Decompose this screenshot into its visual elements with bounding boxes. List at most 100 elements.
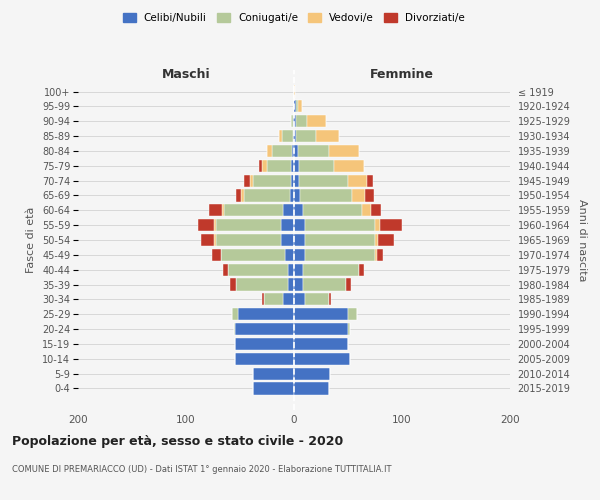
Bar bbox=[201, 234, 214, 246]
Bar bbox=[348, 174, 367, 186]
Bar bbox=[296, 130, 316, 142]
Bar bbox=[377, 249, 383, 261]
Bar bbox=[264, 294, 283, 306]
Bar bbox=[267, 145, 272, 157]
Bar bbox=[228, 264, 287, 276]
Bar bbox=[294, 264, 302, 276]
Bar bbox=[298, 145, 329, 157]
Bar bbox=[272, 145, 292, 157]
Bar bbox=[294, 160, 299, 172]
Bar bbox=[294, 368, 329, 380]
Y-axis label: Fasce di età: Fasce di età bbox=[26, 207, 37, 273]
Bar bbox=[232, 308, 238, 320]
Text: COMUNE DI PREMARIACCO (UD) - Dati ISTAT 1° gennaio 2020 - Elaborazione TUTTITALI: COMUNE DI PREMARIACCO (UD) - Dati ISTAT … bbox=[12, 465, 392, 474]
Bar bbox=[267, 160, 291, 172]
Text: Popolazione per età, sesso e stato civile - 2020: Popolazione per età, sesso e stato civil… bbox=[12, 435, 343, 448]
Bar bbox=[307, 115, 326, 128]
Bar bbox=[359, 264, 364, 276]
Bar bbox=[230, 278, 236, 290]
Bar bbox=[290, 190, 294, 202]
Bar bbox=[294, 115, 296, 128]
Bar bbox=[238, 308, 294, 320]
Bar bbox=[216, 219, 281, 231]
Bar bbox=[296, 115, 307, 128]
Bar bbox=[294, 249, 305, 261]
Bar bbox=[198, 219, 214, 231]
Bar bbox=[294, 174, 299, 186]
Bar bbox=[294, 294, 305, 306]
Bar bbox=[279, 130, 282, 142]
Bar bbox=[294, 100, 296, 112]
Bar bbox=[294, 382, 329, 394]
Bar bbox=[291, 115, 293, 128]
Bar bbox=[236, 190, 241, 202]
Bar bbox=[316, 130, 340, 142]
Bar bbox=[253, 382, 294, 394]
Y-axis label: Anni di nascita: Anni di nascita bbox=[577, 198, 587, 281]
Bar bbox=[294, 278, 302, 290]
Bar bbox=[305, 234, 375, 246]
Bar bbox=[241, 190, 244, 202]
Text: Maschi: Maschi bbox=[161, 68, 211, 81]
Bar bbox=[348, 308, 356, 320]
Bar bbox=[294, 323, 348, 335]
Bar bbox=[375, 219, 380, 231]
Bar bbox=[348, 323, 350, 335]
Bar bbox=[224, 204, 283, 216]
Bar bbox=[212, 249, 221, 261]
Bar bbox=[305, 249, 375, 261]
Bar bbox=[253, 174, 291, 186]
Bar bbox=[235, 352, 294, 365]
Bar bbox=[365, 190, 374, 202]
Bar bbox=[294, 130, 296, 142]
Bar bbox=[216, 234, 281, 246]
Bar bbox=[281, 219, 294, 231]
Bar bbox=[244, 190, 290, 202]
Bar bbox=[292, 145, 294, 157]
Bar bbox=[294, 338, 348, 350]
Legend: Celibi/Nubili, Coniugati/e, Vedovi/e, Divorziati/e: Celibi/Nubili, Coniugati/e, Vedovi/e, Di… bbox=[120, 10, 468, 26]
Bar bbox=[362, 204, 371, 216]
Bar bbox=[223, 264, 228, 276]
Bar bbox=[294, 86, 295, 98]
Bar bbox=[262, 160, 267, 172]
Bar bbox=[235, 323, 294, 335]
Bar bbox=[235, 338, 294, 350]
Bar bbox=[334, 160, 364, 172]
Bar bbox=[214, 234, 216, 246]
Bar bbox=[291, 160, 294, 172]
Bar bbox=[244, 174, 250, 186]
Bar bbox=[302, 204, 362, 216]
Bar bbox=[294, 308, 348, 320]
Bar bbox=[287, 264, 294, 276]
Bar bbox=[329, 145, 359, 157]
Bar bbox=[301, 190, 352, 202]
Bar bbox=[236, 278, 287, 290]
Bar bbox=[329, 294, 331, 306]
Bar bbox=[287, 278, 294, 290]
Bar bbox=[282, 130, 293, 142]
Bar bbox=[299, 174, 348, 186]
Bar bbox=[286, 249, 294, 261]
Bar bbox=[283, 294, 294, 306]
Bar bbox=[380, 219, 402, 231]
Bar bbox=[305, 219, 375, 231]
Bar bbox=[281, 234, 294, 246]
Bar bbox=[221, 249, 286, 261]
Bar bbox=[352, 190, 365, 202]
Bar bbox=[378, 234, 394, 246]
Text: Femmine: Femmine bbox=[370, 68, 434, 81]
Bar bbox=[283, 204, 294, 216]
Bar bbox=[293, 115, 294, 128]
Bar bbox=[214, 219, 216, 231]
Bar bbox=[296, 100, 298, 112]
Bar bbox=[233, 323, 235, 335]
Bar bbox=[302, 264, 359, 276]
Bar bbox=[294, 145, 298, 157]
Bar bbox=[294, 190, 301, 202]
Bar bbox=[209, 204, 221, 216]
Bar bbox=[294, 234, 305, 246]
Bar bbox=[302, 278, 346, 290]
Bar bbox=[299, 160, 334, 172]
Bar bbox=[305, 294, 329, 306]
